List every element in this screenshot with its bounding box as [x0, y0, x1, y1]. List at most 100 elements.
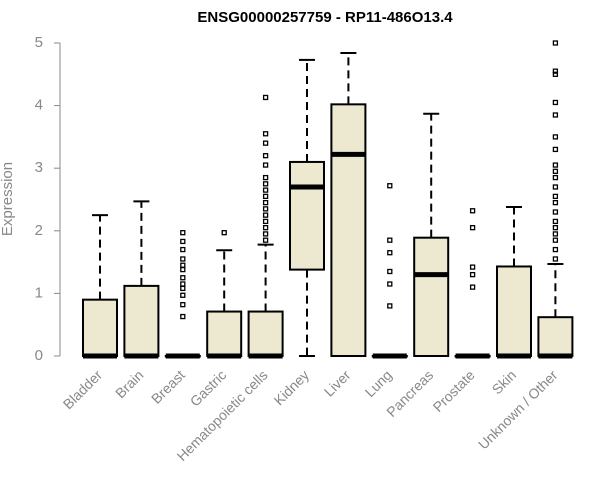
outlier-point: [552, 184, 559, 190]
x-tick-label: Breast: [148, 367, 188, 407]
outlier-point: [180, 281, 186, 287]
x-tick-label: Prostate: [430, 367, 478, 415]
outlier-point: [469, 284, 476, 290]
outlier-point: [469, 271, 476, 278]
outlier-point: [552, 99, 559, 106]
outlier-point: [552, 134, 559, 140]
outlier-point: [262, 140, 269, 146]
outlier-point: [180, 230, 186, 236]
box-11: [537, 40, 574, 359]
outlier-point: [387, 183, 393, 189]
outlier-point: [262, 199, 269, 206]
outlier-point: [387, 237, 393, 243]
x-tick-label: Liver: [321, 367, 354, 400]
outlier-point: [221, 230, 227, 236]
outlier-point: [180, 302, 186, 308]
outlier-point: [180, 238, 186, 245]
x-tick-label: Lung: [362, 367, 395, 400]
outlier-point: [180, 275, 186, 281]
box-7: [371, 183, 408, 359]
outlier-point: [180, 262, 186, 268]
y-tick-label: 0: [35, 347, 43, 364]
outlier-point: [262, 181, 269, 187]
outlier-point: [387, 250, 393, 256]
box-0: [82, 214, 118, 359]
outlier-point: [180, 313, 186, 320]
outlier-point: [552, 209, 559, 215]
box-6: [330, 52, 367, 357]
outlier-point: [469, 264, 476, 270]
box-body: [496, 265, 532, 357]
outlier-point: [552, 112, 559, 118]
box-body: [537, 316, 574, 357]
x-tick-label: Kidney: [271, 367, 313, 409]
x-tick-label: Bladder: [60, 367, 106, 413]
outlier-point: [552, 40, 559, 46]
outlier-point: [552, 237, 559, 243]
outlier-point: [469, 225, 476, 231]
outlier-point: [180, 292, 186, 298]
outlier-point: [180, 266, 186, 273]
box-body: [330, 103, 367, 357]
outlier-point: [262, 187, 269, 193]
outlier-point: [180, 256, 186, 262]
outlier-point: [262, 153, 269, 159]
outlier-point: [262, 237, 269, 243]
outlier-point: [552, 225, 559, 231]
y-axis: 0 1 2 3 4 5: [35, 34, 61, 364]
outlier-point: [552, 174, 559, 181]
outlier-point: [552, 218, 559, 225]
box-body: [206, 310, 243, 357]
outlier-point: [469, 208, 476, 214]
box-body: [289, 160, 325, 271]
outlier-point: [262, 212, 269, 218]
outlier-point: [262, 225, 269, 231]
outlier-point: [262, 94, 269, 101]
outlier-point: [262, 174, 269, 181]
outlier-point: [552, 193, 559, 200]
y-tick-label: 4: [35, 97, 43, 114]
box-1: [123, 200, 160, 359]
boxes-group: [82, 40, 574, 359]
box-body: [123, 284, 160, 357]
outlier-point: [387, 281, 393, 287]
y-tick-label: 2: [35, 222, 43, 239]
outlier-point: [552, 162, 559, 168]
outlier-point: [180, 246, 186, 253]
box-3: [206, 230, 243, 359]
y-axis-label: Expression: [0, 162, 16, 236]
chart-title: ENSG00000257759 - RP11-486O13.4: [197, 9, 453, 26]
outlier-point: [552, 199, 559, 206]
box-5: [289, 58, 325, 357]
outlier-point: [262, 218, 269, 225]
y-tick-label: 1: [35, 284, 43, 301]
outlier-point: [552, 71, 559, 77]
x-tick-label: Brain: [112, 367, 146, 401]
y-tick-label: 3: [35, 159, 43, 176]
outlier-point: [552, 68, 559, 74]
outlier-point: [552, 146, 559, 153]
box-4: [247, 94, 284, 359]
box-body: [82, 298, 118, 358]
box-10: [496, 206, 532, 359]
outlier-point: [262, 162, 269, 168]
outlier-point: [262, 231, 269, 237]
outlier-point: [552, 168, 559, 174]
outlier-point: [552, 256, 559, 262]
y-tick-label: 5: [35, 34, 43, 51]
outlier-point: [552, 231, 559, 237]
box-2: [164, 230, 201, 359]
x-tick-label: Skin: [489, 367, 520, 398]
outlier-point: [387, 303, 393, 309]
outlier-point: [387, 268, 393, 275]
box-9: [454, 208, 491, 359]
outlier-point: [262, 131, 269, 137]
outlier-point: [262, 193, 269, 200]
x-tick-label: Unknown / Other: [475, 367, 561, 453]
box-body: [413, 236, 450, 358]
box-body: [247, 310, 284, 357]
box-8: [413, 112, 450, 358]
outlier-point: [552, 246, 559, 253]
